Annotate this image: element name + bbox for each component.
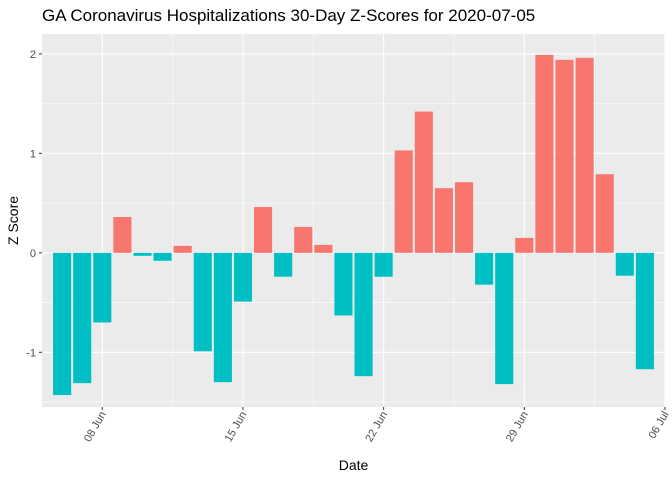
bar xyxy=(213,252,232,383)
bar xyxy=(354,252,373,377)
bar xyxy=(434,188,453,253)
chart-title: GA Coronavirus Hospitalizations 30-Day Z… xyxy=(42,6,536,25)
bar xyxy=(515,237,534,253)
bar xyxy=(233,252,253,302)
x-tick-label: 22 Jun xyxy=(363,410,390,445)
bar xyxy=(73,252,92,384)
y-axis-title: Z Score xyxy=(5,196,21,245)
bar xyxy=(414,111,433,253)
x-tick-label: 15 Jun xyxy=(223,410,250,445)
bar xyxy=(173,245,192,253)
y-tick-label: 1 xyxy=(30,148,36,160)
bar xyxy=(113,217,132,253)
x-tick-label: 06 Jul xyxy=(647,410,672,441)
bar xyxy=(254,207,273,253)
bar xyxy=(635,252,654,370)
bar xyxy=(394,150,413,253)
bar xyxy=(53,252,72,396)
bar xyxy=(314,244,333,253)
bar xyxy=(555,59,574,253)
y-tick-label: -1 xyxy=(26,347,36,359)
y-tick-label: 2 xyxy=(30,49,36,61)
bar xyxy=(535,54,554,253)
x-tick-label: 08 Jun xyxy=(82,410,109,445)
bar xyxy=(133,252,152,256)
bar xyxy=(334,252,353,316)
bar xyxy=(193,252,212,352)
x-tick-label: 29 Jun xyxy=(504,410,531,445)
y-tick-label: 0 xyxy=(30,248,36,260)
bar xyxy=(615,252,634,276)
bar xyxy=(475,252,494,285)
bar xyxy=(153,252,172,261)
bar xyxy=(575,57,594,253)
bar xyxy=(495,252,514,385)
bar xyxy=(93,252,112,323)
bar xyxy=(374,252,393,277)
x-axis-title: Date xyxy=(339,457,369,473)
bars xyxy=(53,54,654,396)
bar xyxy=(294,226,313,253)
bar xyxy=(274,252,293,277)
bar xyxy=(595,174,614,253)
bar xyxy=(454,182,474,253)
